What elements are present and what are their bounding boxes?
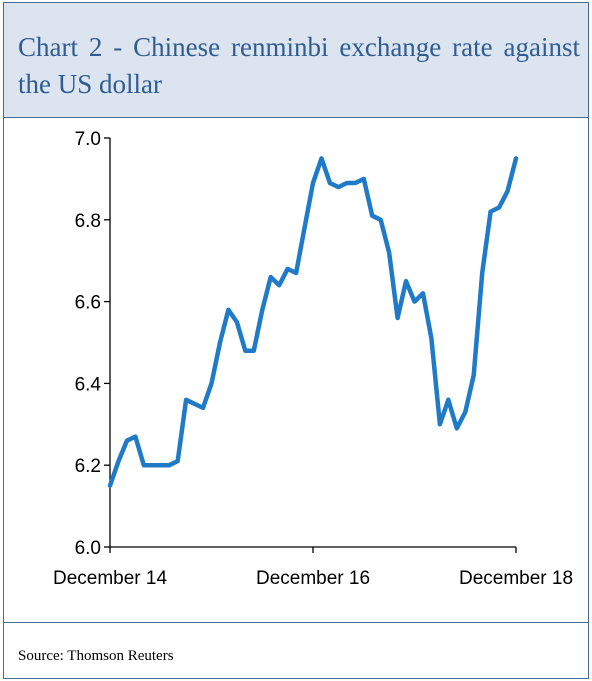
source-divider <box>4 622 588 623</box>
y-tick-label: 6.2 <box>75 456 101 477</box>
chart-header: Chart 2 - Chinese renminbi exchange rate… <box>4 3 588 118</box>
y-tick-label: 6.8 <box>75 211 101 232</box>
renminbi-usd-series-line <box>107 156 519 488</box>
y-tick-label: 6.0 <box>75 538 101 559</box>
chart-frame: Chart 2 - Chinese renminbi exchange rate… <box>3 2 589 679</box>
x-tick-label: December 18 <box>459 568 573 589</box>
y-tick-label: 6.4 <box>75 374 102 395</box>
x-tick-label: December 16 <box>256 568 370 589</box>
x-tick-label: December 14 <box>53 568 167 589</box>
chart-title: Chart 2 - Chinese renminbi exchange rate… <box>18 32 580 99</box>
source-note: Source: Thomson Reuters <box>18 648 174 664</box>
y-tick-label: 6.6 <box>75 293 101 314</box>
y-tick-label: 7.0 <box>75 129 101 150</box>
